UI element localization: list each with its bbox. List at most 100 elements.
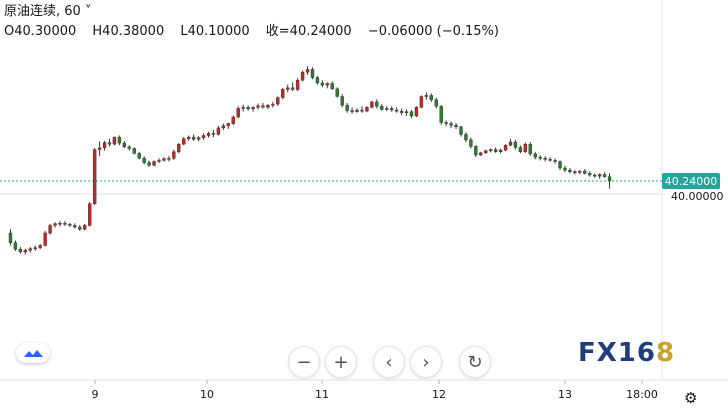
candle-body — [310, 69, 315, 78]
candle-body — [73, 225, 77, 228]
candle-body — [533, 153, 537, 158]
candle-body — [18, 249, 23, 253]
candle-body — [459, 126, 463, 135]
candle-body — [479, 152, 483, 156]
candle-body — [97, 147, 102, 150]
candle-body — [117, 136, 122, 144]
candle-body — [177, 143, 181, 152]
candle-body — [350, 110, 354, 112]
candle-body — [206, 133, 211, 136]
candle-body — [409, 111, 414, 117]
candle-body — [53, 223, 57, 226]
candle-body — [578, 171, 582, 173]
candle-body — [558, 161, 562, 169]
candle-body — [335, 88, 339, 97]
candle-body — [439, 106, 443, 123]
zoom-out-button[interactable]: − — [288, 346, 320, 378]
candle-body — [523, 143, 528, 152]
candle-body — [226, 123, 230, 126]
candle-body — [102, 142, 107, 149]
scroll-forward-button[interactable]: › — [410, 346, 442, 378]
candle-body — [360, 109, 364, 112]
candle-body — [78, 226, 82, 230]
candle-body — [142, 158, 146, 163]
candle-body — [434, 99, 438, 107]
candle-body — [241, 107, 245, 109]
candle-body — [132, 148, 136, 154]
candle-body — [48, 225, 52, 234]
change-value: −0.06000 (−0.15%) — [367, 24, 499, 39]
candle-body — [157, 160, 161, 162]
symbol-label[interactable]: 原油连续, 60 — [4, 4, 81, 19]
candle-body — [261, 105, 265, 108]
candle-body — [370, 101, 374, 108]
candle-body — [92, 149, 97, 204]
candle-body — [588, 173, 592, 176]
gear-icon[interactable]: ⚙ — [684, 389, 698, 407]
candle-body — [305, 69, 310, 73]
candle-body — [201, 135, 206, 138]
candle-body — [597, 174, 602, 177]
candle-body — [444, 122, 448, 124]
candle-body — [216, 127, 221, 135]
candle-body — [315, 77, 320, 84]
candle-body — [394, 109, 399, 112]
candle-body — [355, 109, 359, 112]
time-tick-label: 12 — [432, 388, 446, 401]
candle-body — [112, 136, 117, 145]
candle-body — [191, 136, 196, 140]
candle-body — [172, 151, 176, 159]
scroll-back-button[interactable]: ‹ — [373, 346, 405, 378]
candle-body — [508, 141, 513, 146]
candle-body — [429, 95, 433, 100]
candle-body — [325, 83, 330, 86]
candle-body — [290, 87, 295, 90]
candle-body — [518, 147, 523, 152]
candle-body — [167, 158, 171, 160]
candle-body — [419, 96, 424, 108]
candle-body — [137, 153, 141, 159]
candle-body — [122, 142, 127, 148]
candle-body — [330, 83, 334, 90]
legend-ohlc-row: O40.30000 H40.38000 L40.10000 收=40.24000… — [4, 22, 511, 42]
candle-body — [256, 105, 260, 108]
cloud-icon[interactable] — [16, 343, 50, 363]
candle-body — [23, 250, 28, 253]
candle-body — [28, 248, 32, 251]
current-price-label: 40.24000 — [665, 175, 718, 188]
candle-body — [127, 146, 131, 149]
watermark-digit: 8 — [656, 338, 676, 368]
current-price-tag — [662, 173, 720, 189]
candle-body — [211, 133, 216, 135]
candle-body — [107, 142, 112, 145]
candle-body — [592, 174, 597, 177]
candle-body — [548, 159, 552, 161]
zoom-in-button[interactable]: + — [325, 346, 357, 378]
candle-body — [196, 137, 201, 140]
candle-body — [424, 95, 429, 97]
fx168-watermark: FX168 — [578, 338, 675, 368]
price-level-label: 40.00000 — [671, 190, 724, 203]
candle-body — [498, 149, 503, 152]
candle-body — [454, 125, 458, 128]
candle-body — [345, 104, 349, 111]
candle-body — [63, 223, 67, 225]
candle-body — [528, 143, 532, 155]
candle-body — [281, 89, 285, 98]
candle-body — [246, 107, 250, 110]
candle-body — [503, 145, 508, 151]
candle-body — [390, 108, 394, 111]
close-value: 收=40.24000 — [265, 24, 352, 39]
candle-body — [607, 176, 612, 182]
candle-body — [513, 141, 518, 148]
candlestick-series — [8, 66, 612, 255]
candle-body — [602, 174, 607, 177]
reset-chart-button[interactable]: ↻ — [459, 346, 491, 378]
time-tick-label: 10 — [200, 388, 214, 401]
candle-body — [553, 160, 557, 162]
chevron-down-icon[interactable]: ˅ — [84, 4, 92, 19]
candle-body — [300, 71, 305, 81]
candle-body — [375, 101, 379, 107]
legend-symbol-row[interactable]: 原油连续, 60 ˅ — [4, 2, 511, 22]
